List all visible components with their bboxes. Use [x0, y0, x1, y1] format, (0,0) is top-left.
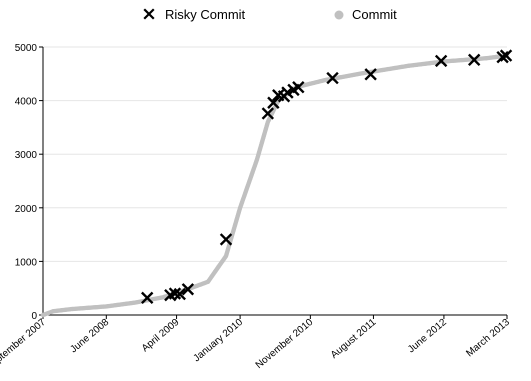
risky-commit-marker: [281, 86, 294, 99]
x-axis-ticks: September 2007 June 2008 April 2009 January…: [0, 315, 512, 373]
y-tick-label: 4000: [15, 97, 38, 108]
risky-commit-marker: [173, 287, 186, 301]
y-tick-label: 3000: [15, 150, 38, 161]
x-tick-label: November 2010: [254, 317, 316, 371]
risky-commit-marker: [141, 291, 154, 305]
risky-commit-marker: [292, 81, 305, 94]
x-tick-label: September 2007: [0, 317, 48, 373]
risky-commit-marker: [219, 233, 233, 246]
legend-item-risky-commit: Risky Commit: [143, 7, 246, 22]
risky-commit-marker: [499, 49, 513, 62]
grid: [43, 46, 507, 262]
y-tick-label: 2000: [15, 204, 38, 215]
risky-commit-marker: [181, 283, 195, 296]
y-axis-ticks: 0 1000 2000 3000 4000 5000: [15, 43, 43, 322]
legend-marker-x-icon: [143, 8, 155, 20]
legend: Risky Commit Commit: [143, 7, 397, 22]
risky-commit-marker: [467, 53, 481, 67]
y-tick-label: 0: [31, 311, 37, 322]
risky-commit-marker: [434, 54, 448, 68]
y-tick-label: 5000: [15, 43, 38, 54]
x-tick-label: June 2008: [68, 317, 111, 356]
y-tick-label: 1000: [15, 257, 38, 268]
axes: [42, 47, 507, 316]
series-risky-commit: [141, 49, 513, 305]
risky-commit-marker: [261, 107, 275, 120]
risky-commit-marker: [267, 96, 280, 109]
x-tick-label: April 2009: [140, 317, 182, 355]
legend-item-commit: Commit: [334, 7, 397, 22]
x-tick-label: August 2011: [329, 317, 379, 361]
x-tick-label: January 2010: [192, 317, 246, 365]
x-tick-label: June 2012: [406, 317, 449, 356]
legend-label-commit: Commit: [352, 7, 397, 22]
legend-label-risky-commit: Risky Commit: [165, 7, 246, 22]
legend-marker-circle-icon: [334, 10, 344, 20]
risky-commit-marker: [326, 71, 339, 85]
risky-commit-marker: [364, 68, 377, 81]
x-tick-label: March 2013: [464, 317, 512, 360]
